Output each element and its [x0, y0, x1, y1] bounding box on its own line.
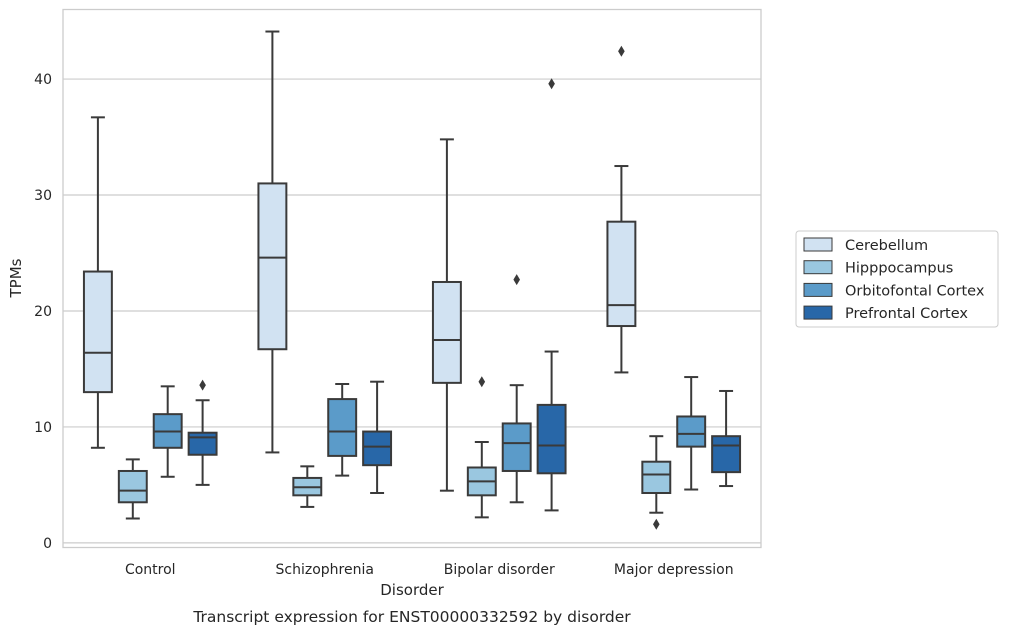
box-0-1	[117, 458, 148, 520]
legend-swatch	[803, 282, 833, 297]
box-3-3	[711, 389, 742, 488]
legend-frame	[795, 230, 999, 328]
x-tick-label: Control	[125, 562, 176, 578]
box-body	[711, 435, 742, 474]
outlier-point	[513, 274, 520, 286]
outlier-point	[618, 45, 625, 57]
y-tick-label: 10	[34, 420, 52, 436]
box-body	[327, 398, 358, 457]
y-axis-ticks: 0 10 20 30 40	[34, 72, 52, 552]
x-axis-ticks: Control Schizophrenia Bipolar disorder Majo…	[125, 562, 734, 578]
box-body	[536, 403, 567, 475]
legend-entry: Cerebellum	[845, 238, 928, 254]
chart-caption: Transcript expression for ENST0000033259…	[192, 608, 631, 626]
box-0-2	[152, 385, 183, 478]
box-1-0	[257, 30, 288, 454]
box-2-1	[466, 376, 497, 519]
x-tick-label: Bipolar disorder	[444, 562, 555, 578]
box-body	[641, 460, 672, 495]
box-2-3	[536, 78, 567, 512]
box-body	[501, 422, 532, 472]
box-1-1	[292, 465, 323, 508]
box-body	[676, 415, 707, 448]
y-axis-label: TPMs	[7, 258, 25, 298]
box-body	[257, 182, 288, 351]
box-body	[187, 431, 218, 456]
box-0-0	[82, 116, 113, 449]
box-1-2	[327, 383, 358, 477]
box-1-3	[362, 380, 393, 495]
y-tick-label: 40	[34, 72, 52, 88]
box-2-2	[501, 274, 532, 504]
y-tick-label: 20	[34, 304, 52, 320]
legend-swatch	[803, 305, 833, 320]
y-tick-label: 0	[43, 536, 52, 552]
x-tick-label: Major depression	[614, 562, 734, 578]
x-axis-label: Disorder	[380, 581, 444, 599]
boxes	[82, 30, 742, 530]
y-tick-label: 30	[34, 188, 52, 204]
legend-entry: Orbitofontal Cortex	[845, 283, 985, 299]
legend-swatch	[803, 237, 833, 252]
outlier-point	[548, 78, 555, 90]
x-tick-label: Schizophrenia	[276, 562, 374, 578]
box-body	[606, 220, 637, 328]
box-body	[431, 280, 462, 384]
box-body	[117, 469, 148, 504]
outlier-point	[478, 376, 486, 388]
plot-frame	[62, 8, 762, 549]
legend-entry: Prefrontal Cortex	[845, 306, 968, 322]
box-3-2	[676, 376, 707, 491]
box-3-0	[606, 45, 637, 374]
box-2-0	[431, 138, 462, 492]
outlier-point	[653, 518, 660, 530]
outlier-point	[199, 379, 206, 391]
legend-swatch	[803, 260, 833, 275]
box-3-1	[641, 435, 672, 530]
box-body	[362, 430, 393, 467]
box-body	[82, 270, 113, 394]
legend-entry: Hipppocampus	[845, 261, 953, 277]
box-0-3	[187, 379, 218, 486]
legend: Cerebellum Hipppocampus Orbitofontal Corte…	[795, 230, 999, 328]
